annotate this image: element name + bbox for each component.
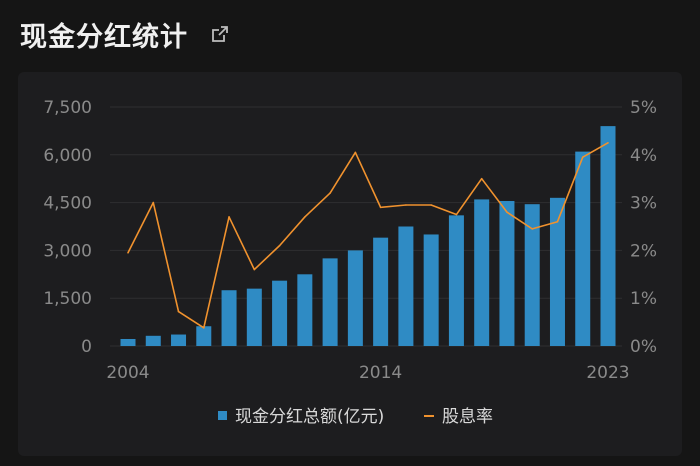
x-tick: 2014 xyxy=(359,363,402,383)
grid-lines xyxy=(110,106,622,347)
yield-point xyxy=(455,213,458,216)
yield-point xyxy=(581,156,584,158)
legend: 现金分红总额(亿元) 股息率 xyxy=(218,407,493,427)
y-left-tick: 1,500 xyxy=(43,289,92,309)
left-axis-ticks: 7,500 6,000 4,500 3,000 1,500 0 xyxy=(43,98,92,357)
y-left-tick: 3,000 xyxy=(43,241,92,261)
page-title: 现金分红统计 xyxy=(20,21,188,53)
x-tick: 2004 xyxy=(106,363,149,383)
y-right-tick: 4% xyxy=(630,146,657,166)
x-tick: 2023 xyxy=(586,363,629,383)
x-axis-ticks: 2004 2014 2023 xyxy=(106,363,629,383)
bar xyxy=(474,199,490,346)
bar-series xyxy=(120,126,616,347)
bar xyxy=(347,250,363,346)
yield-point xyxy=(228,216,230,218)
yield-point xyxy=(253,268,256,271)
yield-point xyxy=(127,251,129,254)
y-left-tick: 4,500 xyxy=(43,194,92,214)
bar xyxy=(549,197,565,346)
yield-point xyxy=(405,204,407,206)
legend-bar-swatch xyxy=(218,411,227,420)
bar xyxy=(575,151,591,346)
y-right-tick: 1% xyxy=(630,289,657,309)
yield-point xyxy=(531,228,534,230)
bar xyxy=(373,237,389,346)
bar xyxy=(448,215,464,346)
bar xyxy=(171,334,187,346)
bar xyxy=(246,288,262,346)
yield-point xyxy=(354,151,357,154)
legend-line-label: 股息率 xyxy=(442,407,493,427)
y-right-tick: 5% xyxy=(630,98,657,118)
yield-point xyxy=(607,142,609,144)
yield-point xyxy=(430,204,432,206)
yield-point xyxy=(278,244,281,247)
y-right-tick: 3% xyxy=(630,194,657,214)
right-axis-ticks: 5% 4% 3% 2% 1% 0% xyxy=(630,98,657,357)
bar xyxy=(272,280,288,346)
bar xyxy=(145,335,161,346)
yield-point xyxy=(202,327,205,329)
yield-point xyxy=(152,201,155,204)
bar xyxy=(196,326,212,346)
yield-point xyxy=(379,206,382,209)
bar xyxy=(297,274,313,346)
y-left-tick: 6,000 xyxy=(43,146,92,166)
bar xyxy=(423,234,439,346)
yield-line xyxy=(127,142,609,329)
yield-point xyxy=(177,310,180,313)
yield-point xyxy=(480,177,483,180)
y-right-tick: 2% xyxy=(630,241,657,261)
bar xyxy=(524,204,540,346)
y-left-tick: 0 xyxy=(81,337,92,357)
yield-point xyxy=(304,216,306,218)
bar xyxy=(499,201,515,346)
yield-point xyxy=(329,192,331,194)
yield-point xyxy=(506,211,508,213)
share-icon[interactable] xyxy=(210,24,230,44)
legend-bar-label: 现金分红总额(亿元) xyxy=(235,407,384,427)
bar xyxy=(221,290,237,346)
yield-point xyxy=(556,220,559,223)
y-right-tick: 0% xyxy=(630,337,657,357)
bar xyxy=(398,226,414,346)
header: 现金分红统计 xyxy=(20,14,230,54)
bar xyxy=(600,126,616,347)
bar xyxy=(322,258,338,346)
y-left-tick: 7,500 xyxy=(43,98,92,118)
bar xyxy=(120,338,136,346)
line-series xyxy=(127,142,609,329)
